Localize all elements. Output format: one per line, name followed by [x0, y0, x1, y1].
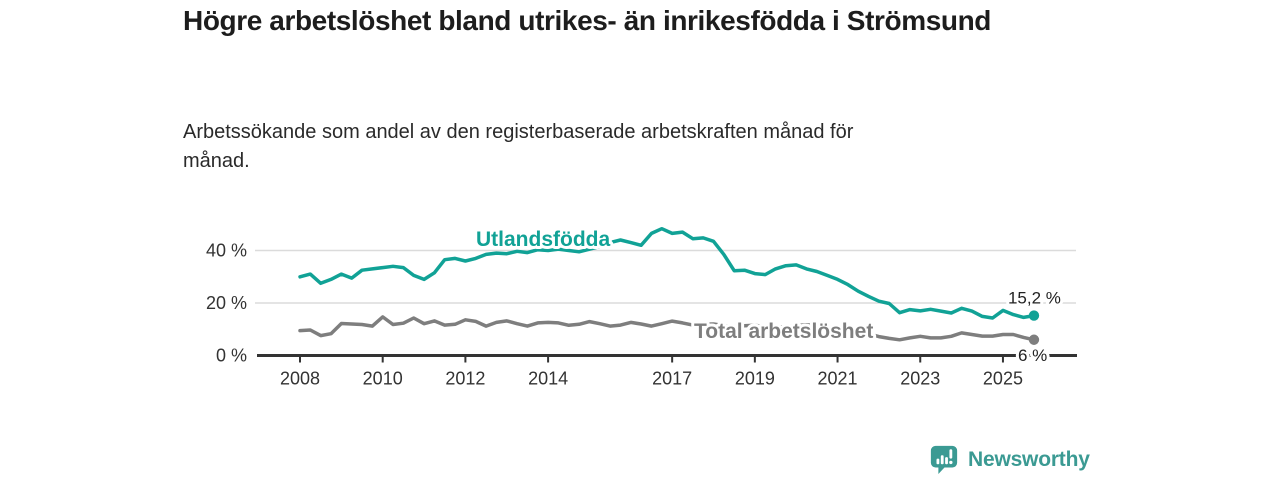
x-tick-label: 2021 [818, 369, 858, 389]
series-end-value-label: 15,2 % [1008, 289, 1061, 308]
x-tick-label: 2025 [983, 369, 1023, 389]
x-tick-label: 2023 [900, 369, 940, 389]
series-end-dot [1028, 334, 1040, 345]
series-end-value-label: 6 % [1018, 346, 1047, 365]
series-line-utlandsfodda [298, 226, 1036, 320]
series-inline-label: Utlandsfödda [476, 228, 610, 251]
series-line-total [298, 315, 1036, 342]
y-tick-label: 0 % [216, 346, 247, 366]
chart-title: Högre arbetslöshet bland utrikes- än inr… [183, 5, 991, 36]
series-end-dot [1028, 310, 1040, 321]
x-tick-label: 2012 [445, 369, 485, 389]
newsworthy-brand-name: Newsworthy [968, 447, 1090, 471]
chart-subtitle: Arbetssökande som andel av den registerb… [183, 121, 854, 172]
x-tick-label: 2014 [528, 369, 568, 389]
x-tick-label: 2010 [363, 369, 403, 389]
y-tick-label: 40 % [206, 241, 247, 261]
x-tick-label: 2019 [735, 369, 775, 389]
newsworthy-logo-icon [930, 445, 958, 475]
newsworthy-branding: Newsworthy [929, 444, 1090, 475]
x-tick-label: 2008 [280, 369, 320, 389]
series-inline-label: Total arbetslöshet [694, 320, 873, 343]
y-tick-label: 20 % [206, 293, 247, 313]
x-tick-label: 2017 [652, 369, 692, 389]
